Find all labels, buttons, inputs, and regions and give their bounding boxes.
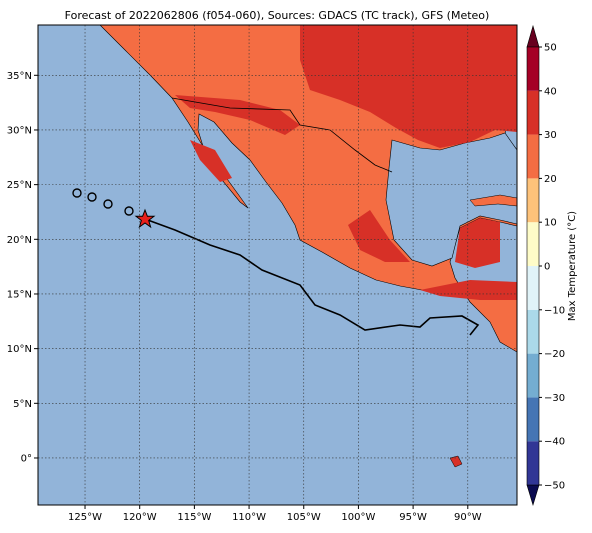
galapagos <box>449 455 463 468</box>
border <box>171 97 393 173</box>
lat-tick-label: 25°N <box>7 180 32 191</box>
lon-tick-label: 125°W <box>68 512 102 523</box>
colorbar-band <box>527 353 539 398</box>
title: Forecast of 2022062806 (f054-060), Sourc… <box>65 9 490 22</box>
map-area <box>38 24 518 505</box>
map-frame <box>37 24 518 506</box>
lon-tick-label: 110°W <box>232 512 266 523</box>
colorbar-band <box>527 309 539 354</box>
colorbar-tick-label: −40 <box>544 437 565 448</box>
hot-region <box>420 280 517 300</box>
track-point <box>103 199 113 209</box>
colorbar-extend-top <box>526 24 540 48</box>
lat-tick-label: 30°N <box>7 125 32 136</box>
lon-tick-label: 95°W <box>399 512 427 523</box>
colorbar-band <box>527 222 539 266</box>
graticule <box>34 25 517 509</box>
track-point <box>72 188 82 198</box>
track-point <box>124 206 134 216</box>
colorbar-extend-bottom <box>526 484 540 507</box>
hot-region <box>455 218 500 268</box>
past-positions <box>72 188 134 216</box>
lat-tick-label: 5°N <box>13 399 32 410</box>
lat-tick-label: 0° <box>21 453 32 464</box>
colorbar-tick-label: 10 <box>544 218 557 229</box>
colorbar-tick-label: 40 <box>544 86 557 97</box>
hot-region <box>348 210 410 262</box>
track-point <box>87 192 97 202</box>
colorbar-tick-label: 0 <box>544 262 550 273</box>
colorbar-tick-label: 30 <box>544 130 557 141</box>
colorbar-tick-label: −20 <box>544 349 565 360</box>
hot-region <box>175 95 300 135</box>
lat-tick-label: 20°N <box>7 235 32 246</box>
hot-region <box>190 140 232 182</box>
hot-region <box>300 25 517 148</box>
colorbar-band <box>527 134 539 179</box>
colorbar-band <box>527 47 539 91</box>
colorbar-band <box>527 178 539 223</box>
lon-tick-label: 120°W <box>123 512 157 523</box>
colorbar-band <box>527 266 539 310</box>
colorbar-band <box>527 441 539 485</box>
colorbar-tick-label: 20 <box>544 174 557 185</box>
lat-tick-label: 35°N <box>7 71 32 82</box>
colorbar-tick-label: −50 <box>544 481 565 492</box>
lon-tick-label: 115°W <box>177 512 211 523</box>
colorbar-band <box>527 90 539 135</box>
lat-tick-label: 15°N <box>7 289 32 300</box>
lon-tick-label: 100°W <box>341 512 375 523</box>
colorbar-tick-label: 50 <box>544 43 557 54</box>
lon-tick-label: 90°W <box>454 512 482 523</box>
colorbar-frame <box>526 46 540 486</box>
current-position <box>134 208 156 229</box>
colorbar-tick-label: −10 <box>544 305 565 316</box>
lat-tick-label: 10°N <box>7 344 32 355</box>
colorbar-band <box>527 397 539 442</box>
gulf-of-mexico <box>385 132 518 267</box>
storm-track <box>144 218 480 336</box>
colorbar-tick-label: −30 <box>544 393 565 404</box>
colorbar-label: Max Temperature (°C) <box>567 211 578 321</box>
lon-tick-label: 105°W <box>287 512 321 523</box>
colorbar <box>526 24 542 507</box>
